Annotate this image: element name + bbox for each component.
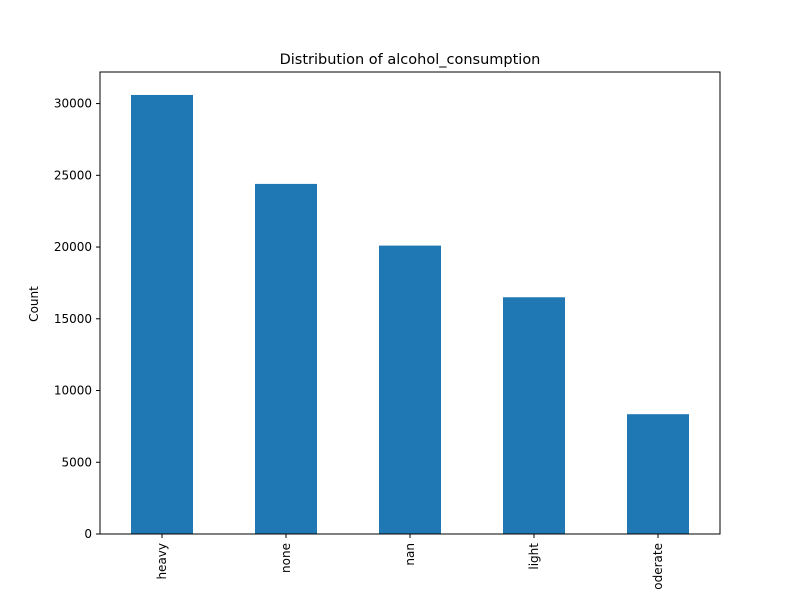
x-tick-label: heavy xyxy=(155,543,169,580)
bar-oderate xyxy=(627,414,689,534)
y-axis-ticks: 0 5000 10000 15000 20000 25000 30000 xyxy=(54,97,100,541)
bar-nan xyxy=(379,245,441,534)
y-tick-label: 15000 xyxy=(54,312,92,326)
plot-frame xyxy=(99,71,721,535)
y-axis-label: Count xyxy=(27,286,41,322)
y-tick-label: 0 xyxy=(84,527,92,541)
x-tick-label: none xyxy=(279,543,293,573)
y-tick-label: 10000 xyxy=(54,384,92,398)
bar-light xyxy=(503,297,565,534)
x-tick-label: light xyxy=(527,543,541,570)
x-tick-label: nan xyxy=(403,543,417,566)
y-tick-label: 30000 xyxy=(54,97,92,111)
x-axis-ticks: heavy none nan light oderate xyxy=(155,534,665,590)
bars-group xyxy=(131,94,689,535)
y-tick-label: 25000 xyxy=(54,168,92,182)
bar-heavy xyxy=(131,94,193,535)
y-tick-label: 5000 xyxy=(61,455,92,469)
x-tick-label: oderate xyxy=(651,543,665,590)
bar-none xyxy=(255,183,317,535)
chart-title: Distribution of alcohol_consumption xyxy=(280,52,541,68)
y-tick-label: 20000 xyxy=(54,240,92,254)
